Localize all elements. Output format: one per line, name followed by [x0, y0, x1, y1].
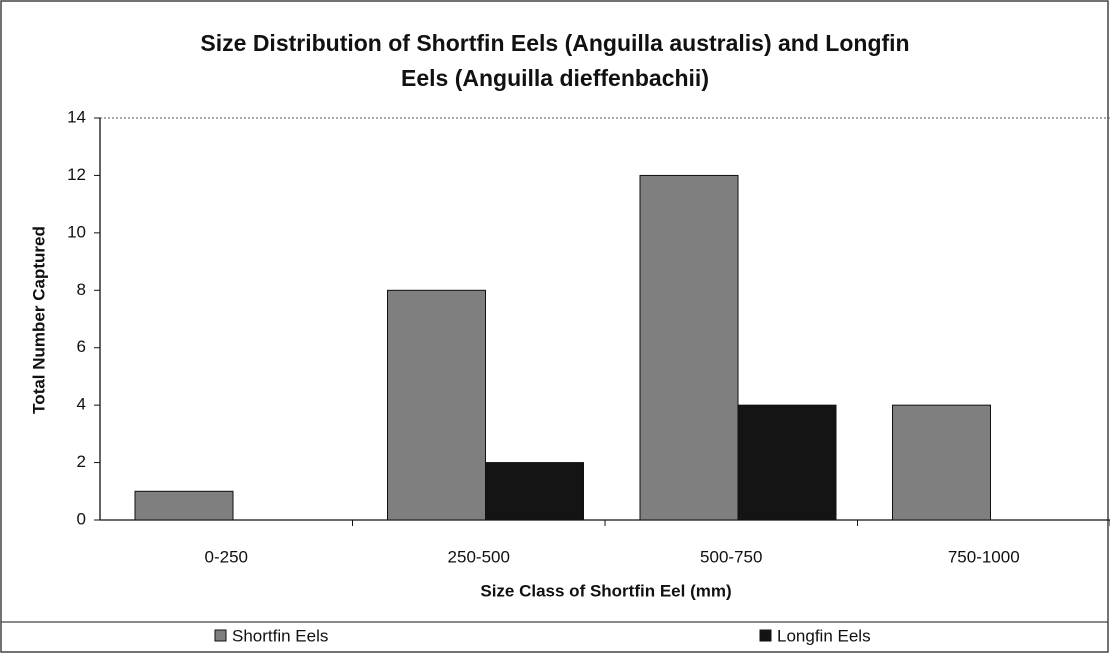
y-tick-label: 14 — [67, 107, 86, 126]
y-tick-label: 8 — [77, 280, 86, 299]
y-tick-label: 10 — [67, 222, 86, 241]
x-tick-label: 750-1000 — [948, 547, 1020, 566]
chart-title: Size Distribution of Shortfin Eels (Angu… — [200, 30, 909, 91]
y-tick-label: 0 — [77, 509, 86, 528]
x-tick-label: 500-750 — [700, 547, 762, 566]
y-axis-label: Total Number Captured — [29, 226, 48, 414]
bar — [737, 404, 837, 521]
y-tick-label: 12 — [67, 165, 86, 184]
bar — [892, 404, 991, 521]
bar — [485, 462, 584, 521]
bar — [639, 174, 739, 521]
y-tick-label: 6 — [77, 337, 86, 356]
bar — [387, 289, 486, 521]
legend-swatch — [759, 629, 772, 642]
x-axis-label: Size Class of Shortfin Eel (mm) — [480, 581, 731, 600]
x-tick-label: 250-500 — [448, 547, 510, 566]
bar — [134, 490, 234, 521]
y-tick-label: 2 — [77, 452, 86, 471]
y-tick-label: 4 — [77, 395, 86, 414]
x-tick-label: 0-250 — [205, 547, 248, 566]
legend-swatch — [214, 629, 227, 642]
legend-label: Shortfin Eels — [232, 626, 328, 645]
legend-label: Longfin Eels — [777, 626, 871, 645]
